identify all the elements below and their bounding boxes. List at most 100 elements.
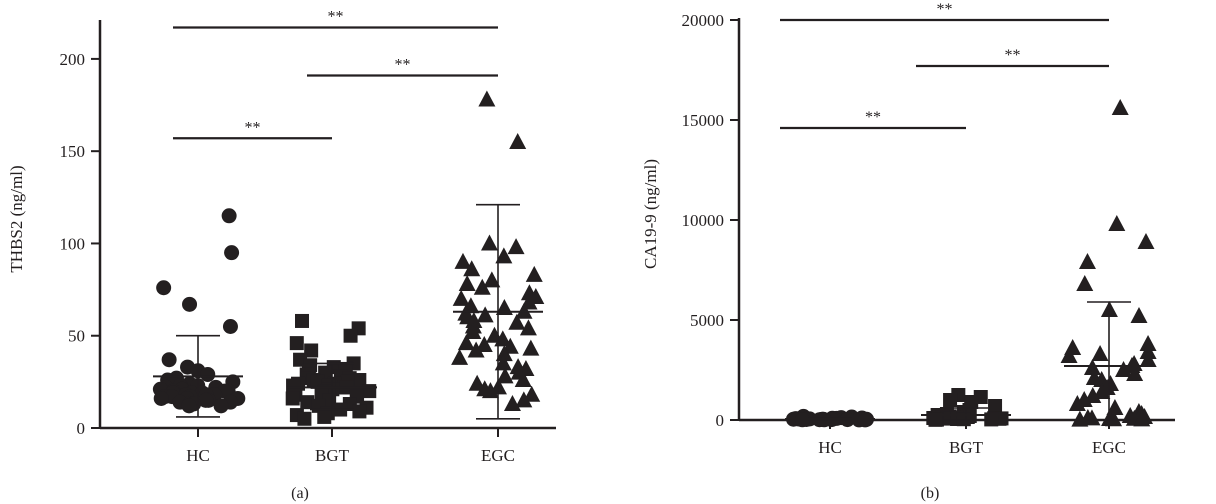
data-point-square <box>362 384 377 399</box>
data-point-triangle <box>507 238 525 255</box>
data-point-triangle <box>1068 395 1086 411</box>
x-tick-label: HC <box>818 438 842 457</box>
data-point-circle <box>224 245 240 261</box>
series-hc <box>785 408 875 428</box>
data-point-triangle <box>494 354 512 371</box>
data-point-triangle <box>480 234 498 251</box>
series-egc <box>1060 99 1157 427</box>
data-point-triangle <box>509 132 527 149</box>
significance-label: ** <box>865 109 881 126</box>
data-point-triangle <box>525 265 543 282</box>
panel-label-a: (a) <box>291 485 309 502</box>
data-point-circle <box>182 296 198 312</box>
y-tick-label: 150 <box>60 142 86 161</box>
data-point-triangle <box>1084 387 1102 403</box>
data-point-circle <box>198 392 214 408</box>
data-point-triangle <box>515 391 533 408</box>
y-tick-label: 5000 <box>690 311 724 330</box>
chart-panel-a: 0 50 100 150 200 THBS2 (ng/ml) HC BGT EGC ** ** ** <box>7 9 556 465</box>
data-point-triangle <box>496 367 514 384</box>
y-tick-label: 200 <box>60 50 86 69</box>
y-tick-label: 20000 <box>682 11 725 30</box>
data-point-square <box>317 409 332 424</box>
significance-label: ** <box>937 1 953 18</box>
data-point-triangle <box>495 345 513 362</box>
data-point-circle <box>181 398 197 414</box>
data-point-triangle <box>1126 365 1144 381</box>
data-point-triangle <box>473 278 491 295</box>
y-tick-label: 15000 <box>682 111 725 130</box>
y-tick-label: 100 <box>60 234 86 253</box>
data-point-triangle <box>463 260 481 277</box>
data-point-triangle <box>1091 345 1109 361</box>
data-point-triangle <box>1083 409 1101 426</box>
data-point-triangle <box>1139 343 1157 359</box>
data-point-triangle <box>523 385 541 402</box>
chart-panel-b: 0 5000 10000 15000 20000 CA19-9 (ng/ml) HC BGT E… <box>641 1 1175 457</box>
significance-label: ** <box>328 9 344 26</box>
x-tick-label: BGT <box>949 438 984 457</box>
data-point-square <box>289 336 304 351</box>
data-point-triangle <box>508 313 526 330</box>
data-point-triangle <box>1106 399 1124 415</box>
data-point-triangle <box>454 252 472 269</box>
data-point-triangle <box>483 271 501 288</box>
y-axis-title: THBS2 (ng/ml) <box>7 165 26 272</box>
data-point-triangle <box>1076 275 1094 291</box>
data-point-square <box>352 404 367 419</box>
x-tick-label: EGC <box>481 446 515 465</box>
y-axis-title: CA19-9 (ng/ml) <box>641 159 660 269</box>
data-point-triangle <box>1115 361 1133 377</box>
data-point-triangle <box>475 335 493 352</box>
data-point-circle <box>153 390 169 406</box>
data-point-triangle <box>503 395 521 412</box>
data-point-triangle <box>522 339 540 356</box>
series-hc <box>152 208 246 418</box>
x-tick-label: HC <box>186 446 210 465</box>
x-tick-label: EGC <box>1092 438 1126 457</box>
panel-label-b: (b) <box>921 485 940 502</box>
data-point-triangle <box>1071 410 1089 427</box>
data-point-triangle <box>481 382 499 399</box>
data-point-triangle <box>452 289 470 306</box>
data-point-triangle <box>514 371 532 388</box>
data-point-square <box>297 411 312 426</box>
significance-label: ** <box>1005 47 1021 64</box>
significance-label: ** <box>245 119 261 136</box>
series-bgt <box>921 388 1011 427</box>
data-point-square <box>988 399 1003 413</box>
data-point-circle <box>213 398 229 414</box>
data-point-triangle <box>1078 253 1096 269</box>
data-point-triangle <box>476 306 494 323</box>
data-point-square <box>304 343 319 358</box>
data-point-triangle <box>478 90 496 107</box>
data-point-circle <box>222 319 238 334</box>
data-point-circle <box>161 352 177 368</box>
x-tick-label: BGT <box>315 446 350 465</box>
significance-label: ** <box>395 57 411 74</box>
data-point-triangle <box>1139 351 1157 367</box>
y-tick-label: 0 <box>77 419 86 438</box>
data-point-triangle <box>495 247 513 264</box>
data-point-triangle <box>1130 307 1148 323</box>
data-point-circle <box>156 280 172 296</box>
data-point-triangle <box>467 341 485 358</box>
y-tick-label: 0 <box>716 411 725 430</box>
y-tick-label: 10000 <box>682 211 725 230</box>
data-point-triangle <box>1137 233 1155 249</box>
data-point-triangle <box>451 348 469 365</box>
data-point-triangle <box>1108 215 1126 231</box>
y-tick-label: 50 <box>68 327 85 346</box>
series-egc <box>451 90 545 420</box>
data-point-triangle <box>1111 99 1129 115</box>
data-point-square <box>300 395 315 410</box>
data-point-triangle <box>1060 347 1078 363</box>
data-point-triangle <box>1133 410 1151 427</box>
data-point-triangle <box>519 319 537 336</box>
data-point-circle <box>221 208 237 224</box>
data-point-square <box>343 328 358 343</box>
data-point-circle <box>200 366 216 382</box>
data-point-triangle <box>1105 410 1123 427</box>
data-point-triangle <box>1093 383 1111 399</box>
